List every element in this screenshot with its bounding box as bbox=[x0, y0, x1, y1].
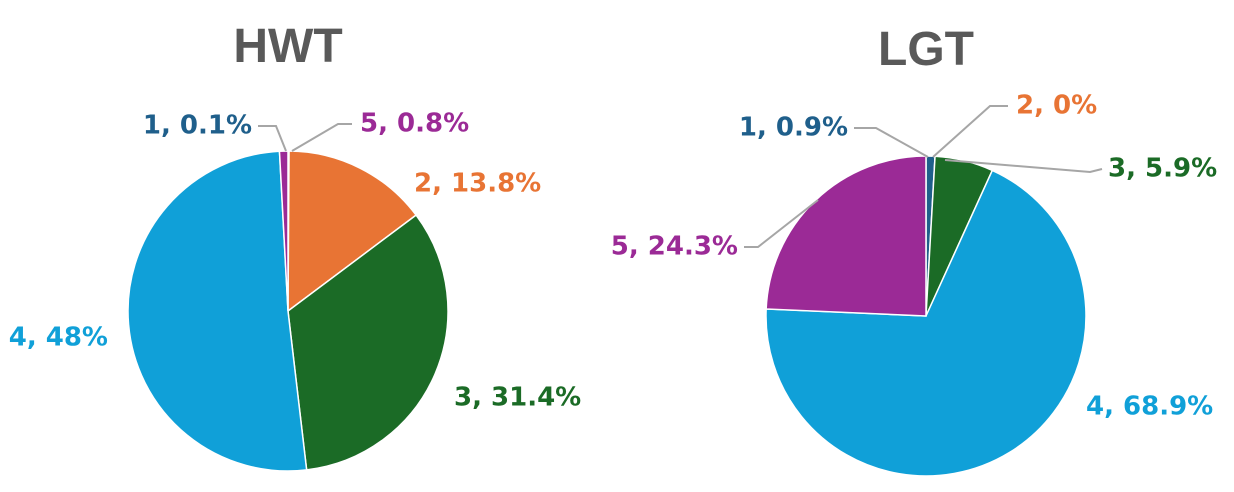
chart-title-lgt: LGT bbox=[878, 23, 974, 76]
pie-slice-lgt-4 bbox=[765, 169, 1087, 477]
leader-lines-hwt bbox=[258, 123, 352, 152]
slice-label-lgt-5: 5, 24.3% bbox=[611, 232, 738, 262]
pie-chart-hwt: HWT 1, 0.1% 2, 13.8% 3, 31.4% 4, 48% 5, 0.8% bbox=[9, 20, 582, 472]
pie-slice-hwt-4 bbox=[127, 150, 308, 472]
slice-label-lgt-4: 4, 68.9% bbox=[1086, 392, 1213, 422]
pie-slices-lgt bbox=[765, 155, 1087, 477]
slice-label-lgt-3: 3, 5.9% bbox=[1108, 154, 1217, 184]
leader-line-lgt-1 bbox=[854, 127, 929, 158]
slice-label-lgt-1: 1, 0.9% bbox=[739, 113, 848, 143]
slice-labels-lgt: 1, 0.9% 2, 0% 3, 5.9% 4, 68.9% 5, 24.3% bbox=[611, 91, 1217, 422]
slice-labels-hwt: 1, 0.1% 2, 13.8% 3, 31.4% 4, 48% 5, 0.8% bbox=[9, 109, 582, 413]
pie-slice-hwt-2 bbox=[287, 150, 418, 313]
slice-label-hwt-1: 1, 0.1% bbox=[143, 111, 252, 141]
leader-line-lgt-3 bbox=[944, 159, 1103, 174]
chart-title-hwt: HWT bbox=[233, 20, 342, 73]
pie-slices-hwt bbox=[127, 150, 449, 472]
pie-slice-lgt-5 bbox=[765, 155, 927, 317]
slice-label-hwt-5: 5, 0.8% bbox=[360, 109, 469, 139]
leader-lines-lgt bbox=[744, 105, 1103, 248]
slice-label-lgt-2: 2, 0% bbox=[1016, 91, 1097, 121]
pie-slice-hwt-5 bbox=[278, 150, 289, 312]
pie-chart-lgt: LGT 1, 0.9% 2, 0% 3, 5.9% 4, 68.9% 5, 24.3% bbox=[611, 23, 1217, 477]
slice-label-hwt-4: 4, 48% bbox=[9, 323, 108, 353]
slice-label-hwt-3: 3, 31.4% bbox=[454, 383, 581, 413]
slice-label-hwt-2: 2, 13.8% bbox=[414, 169, 541, 199]
leader-line-hwt-1 bbox=[258, 125, 287, 152]
leader-line-lgt-5 bbox=[744, 199, 819, 248]
leader-line-lgt-2 bbox=[932, 105, 1008, 158]
pie-slice-hwt-3 bbox=[287, 214, 449, 471]
leader-line-hwt-5 bbox=[291, 123, 352, 152]
